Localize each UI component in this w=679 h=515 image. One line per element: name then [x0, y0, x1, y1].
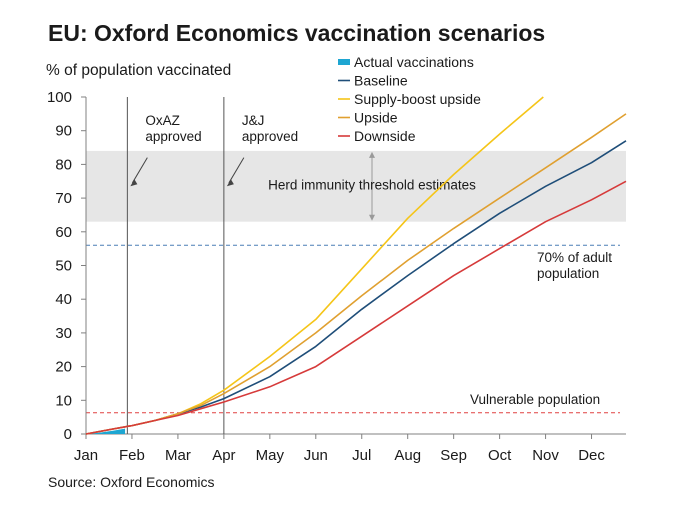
event-label: approved — [242, 129, 298, 144]
herd-band-arrow-head — [369, 151, 375, 158]
vulnerable-population-label: Vulnerable population — [470, 392, 600, 407]
y-tick-label: 20 — [55, 359, 72, 376]
y-tick-label: 40 — [55, 291, 72, 308]
event-label: approved — [145, 129, 201, 144]
y-tick-label: 30 — [55, 325, 72, 342]
herd-immunity-band — [86, 150, 626, 222]
x-tick-label: May — [256, 447, 285, 464]
series-downside — [85, 180, 627, 435]
event-arrow — [131, 157, 148, 184]
y-axis-label: % of population vaccinated — [46, 62, 232, 79]
x-tick-label: Jun — [304, 447, 328, 464]
y-tick-label: 100 — [47, 89, 72, 106]
legend-swatch — [338, 59, 350, 65]
x-tick-label: Mar — [165, 447, 191, 464]
event-arrow — [228, 157, 245, 184]
x-tick-label: Oct — [488, 447, 512, 464]
event-arrow-head — [130, 179, 138, 187]
event-arrow-head — [226, 179, 234, 187]
x-tick-label: Dec — [578, 447, 605, 464]
x-tick-label: Jan — [74, 447, 98, 464]
y-tick-label: 0 — [64, 426, 72, 443]
y-tick-label: 70 — [55, 190, 72, 207]
series-supply_boost — [85, 96, 544, 435]
series-actual — [86, 428, 126, 434]
legend-label: Upside — [354, 110, 398, 126]
herd-band-label: Herd immunity threshold estimates — [268, 178, 476, 193]
legend-label: Supply-boost upside — [354, 91, 481, 107]
source-note: Source: Oxford Economics — [48, 474, 215, 490]
x-tick-label: Nov — [532, 447, 559, 464]
y-tick-label: 80 — [55, 156, 72, 173]
adult-population-label: 70% of adult — [537, 250, 612, 265]
x-tick-label: Apr — [212, 447, 235, 464]
y-tick-label: 10 — [55, 392, 72, 409]
x-tick-label: Feb — [119, 447, 145, 464]
event-label: OxAZ — [145, 113, 180, 128]
chart-title: EU: Oxford Economics vaccination scenari… — [48, 20, 546, 46]
x-tick-label: Jul — [352, 447, 371, 464]
x-tick-label: Sep — [440, 447, 467, 464]
herd-band-arrow-head — [369, 214, 375, 221]
legend-label: Baseline — [354, 73, 408, 89]
adult-population-label: population — [537, 266, 599, 281]
y-tick-label: 60 — [55, 224, 72, 241]
x-tick-label: Aug — [394, 447, 421, 464]
legend-label: Actual vaccinations — [354, 54, 474, 70]
legend-label: Downside — [354, 128, 416, 144]
event-label: J&J — [242, 113, 265, 128]
y-tick-label: 90 — [55, 123, 72, 140]
y-tick-label: 50 — [55, 258, 72, 275]
